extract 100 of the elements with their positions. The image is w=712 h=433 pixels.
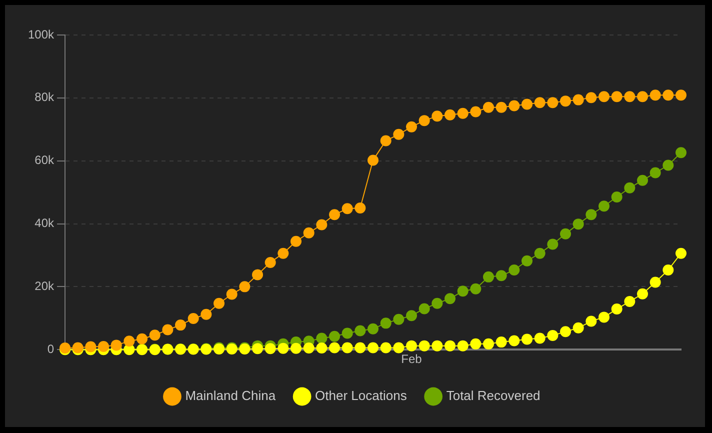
point	[316, 219, 328, 230]
point	[329, 330, 340, 342]
legend-label: Total Recovered	[446, 388, 540, 404]
point	[483, 271, 494, 282]
point	[278, 342, 289, 354]
point	[368, 154, 379, 166]
point	[303, 342, 314, 354]
point	[342, 342, 353, 354]
point	[393, 342, 404, 354]
point	[303, 227, 314, 238]
y-tick-label: 20k	[34, 278, 56, 293]
point	[522, 255, 533, 266]
point	[354, 325, 366, 336]
point	[342, 328, 353, 339]
point	[406, 121, 418, 132]
point	[572, 94, 584, 106]
point	[444, 109, 456, 120]
point	[637, 288, 648, 300]
point	[226, 288, 238, 300]
y-tick-label: 60k	[34, 153, 56, 168]
point	[354, 202, 366, 214]
point	[380, 135, 392, 146]
point	[470, 283, 482, 294]
point	[547, 238, 558, 250]
point	[406, 340, 418, 352]
point	[611, 91, 622, 102]
point	[624, 91, 636, 102]
point	[624, 296, 636, 307]
point	[316, 332, 328, 344]
y-tick-label: 80k	[34, 90, 56, 104]
y-tick-label: 100k	[28, 27, 56, 42]
point	[650, 167, 661, 178]
point	[637, 91, 648, 102]
point	[406, 310, 418, 322]
point	[470, 338, 482, 350]
point	[136, 333, 148, 344]
point	[98, 340, 110, 352]
point	[380, 342, 392, 354]
point	[662, 90, 674, 101]
point	[650, 276, 661, 288]
point	[598, 312, 610, 323]
point	[483, 338, 494, 350]
point	[611, 304, 622, 315]
point	[572, 218, 584, 230]
point	[508, 100, 520, 112]
x-tick-label: Feb	[401, 352, 422, 366]
point	[560, 228, 572, 240]
point	[522, 98, 533, 110]
point	[470, 106, 482, 118]
point	[264, 343, 276, 354]
point	[316, 342, 328, 354]
point	[329, 342, 340, 354]
point	[278, 248, 289, 259]
point	[290, 342, 302, 354]
point	[149, 330, 160, 341]
point	[290, 236, 302, 247]
point	[342, 203, 353, 214]
y-tick-label: 0	[47, 342, 54, 356]
point	[175, 320, 186, 331]
point	[264, 256, 276, 268]
point	[110, 340, 122, 351]
point	[560, 96, 572, 107]
point	[432, 340, 443, 352]
legend-label: Other Locations	[315, 388, 408, 404]
point	[572, 322, 584, 334]
point	[534, 248, 546, 259]
point	[200, 308, 212, 320]
point	[496, 102, 507, 113]
legend-label: Mainland China	[185, 388, 276, 404]
point	[534, 332, 546, 344]
point	[252, 269, 264, 280]
point	[444, 293, 456, 304]
point	[124, 336, 135, 347]
point	[534, 97, 546, 108]
point	[547, 330, 558, 341]
point	[496, 336, 507, 348]
point	[188, 312, 199, 324]
point	[662, 160, 674, 171]
point	[457, 340, 468, 352]
point	[560, 326, 572, 338]
point	[418, 340, 430, 352]
point	[368, 342, 379, 354]
point	[368, 323, 379, 334]
point	[662, 264, 674, 276]
point	[444, 340, 456, 352]
point	[162, 324, 174, 336]
point	[598, 91, 610, 102]
point	[611, 192, 622, 203]
point	[586, 209, 597, 220]
point	[252, 343, 264, 354]
point	[457, 286, 468, 297]
point	[393, 128, 404, 140]
point	[624, 182, 636, 194]
point	[650, 90, 661, 101]
point	[239, 281, 250, 292]
point	[676, 147, 686, 158]
point	[522, 334, 533, 345]
point	[547, 97, 558, 108]
point	[418, 303, 430, 314]
point	[380, 318, 392, 329]
